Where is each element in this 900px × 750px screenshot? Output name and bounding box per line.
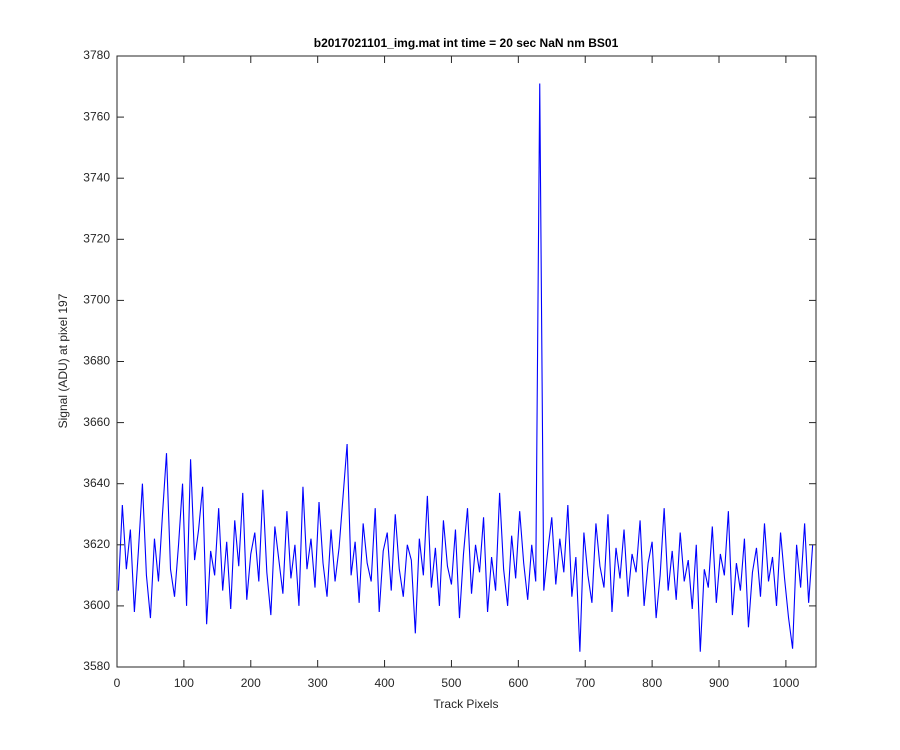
y-tick-label: 3640	[83, 476, 110, 490]
y-tick-label: 3720	[83, 231, 110, 245]
x-tick-label: 700	[575, 676, 595, 690]
y-tick-label: 3700	[83, 293, 110, 307]
y-tick-label: 3620	[83, 537, 110, 551]
x-tick-label: 0	[114, 676, 121, 690]
x-tick-label: 800	[642, 676, 662, 690]
y-tick-label: 3580	[83, 659, 110, 673]
y-tick-label: 3660	[83, 415, 110, 429]
x-tick-label: 500	[441, 676, 461, 690]
y-tick-label: 3780	[83, 48, 110, 62]
y-tick-label: 3740	[83, 170, 110, 184]
x-tick-label: 300	[308, 676, 328, 690]
x-tick-label: 100	[174, 676, 194, 690]
x-axis-label: Track Pixels	[434, 697, 499, 711]
chart-title: b2017021101_img.mat int time = 20 sec Na…	[314, 36, 619, 50]
y-axis-label: Signal (ADU) at pixel 197	[56, 293, 70, 428]
y-tick-label: 3680	[83, 354, 110, 368]
y-tick-label: 3600	[83, 598, 110, 612]
x-tick-label: 400	[375, 676, 395, 690]
x-tick-label: 900	[709, 676, 729, 690]
data-line	[117, 83, 814, 652]
x-tick-label: 1000	[773, 676, 800, 690]
x-tick-label: 600	[508, 676, 528, 690]
y-tick-label: 3760	[83, 109, 110, 123]
x-tick-label: 200	[241, 676, 261, 690]
